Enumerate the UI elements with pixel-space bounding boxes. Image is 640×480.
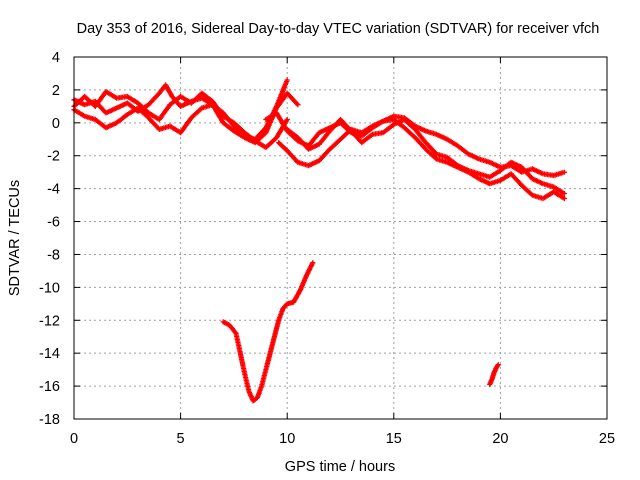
x-tick-label: 10 xyxy=(279,431,295,447)
y-axis-label: SDTVAR / TECUs xyxy=(7,180,23,296)
grid-lines xyxy=(74,57,607,419)
y-tick-label: -4 xyxy=(47,182,60,198)
data-point xyxy=(284,77,290,83)
series-track-g xyxy=(220,260,316,404)
x-tick-label: 25 xyxy=(599,431,615,447)
x-tick-label: 5 xyxy=(177,431,185,447)
y-tick-label: -12 xyxy=(39,313,60,329)
y-tick-label: -10 xyxy=(39,280,60,296)
chart-title: Day 353 of 2016, Sidereal Day-to-day VTE… xyxy=(77,21,600,37)
y-tick-label: 0 xyxy=(52,116,60,132)
series-track-h xyxy=(487,362,501,387)
y-tick-label: -14 xyxy=(39,346,60,362)
data-point xyxy=(561,191,567,197)
x-tick-label: 15 xyxy=(386,431,402,447)
y-tick-label: 4 xyxy=(52,50,60,66)
y-tick-labels: 4 2 0 -2 -4 -6 -8 -10 -12 -14 -16 -18 xyxy=(39,50,60,428)
axis-ticks xyxy=(73,56,608,420)
x-tick-label: 20 xyxy=(492,431,508,447)
x-axis-label: GPS time / hours xyxy=(285,459,395,475)
y-tick-label: -2 xyxy=(47,149,60,165)
x-tick-label: 0 xyxy=(70,431,78,447)
data-point xyxy=(561,195,567,202)
data-points xyxy=(71,77,567,404)
y-tick-label: -6 xyxy=(47,215,60,231)
y-tick-label: -18 xyxy=(39,412,60,428)
data-point xyxy=(310,260,316,266)
x-tick-labels: 0 5 10 15 20 25 xyxy=(70,431,615,447)
data-point xyxy=(295,102,301,108)
data-point xyxy=(495,362,501,368)
data-point xyxy=(561,169,567,175)
y-tick-label: 2 xyxy=(52,83,60,99)
data-point xyxy=(284,116,290,123)
series-track-f xyxy=(284,116,567,197)
plot-frame xyxy=(73,56,608,420)
y-tick-label: -8 xyxy=(47,247,60,263)
series-track-e xyxy=(276,116,567,202)
y-tick-label: -16 xyxy=(39,379,60,395)
